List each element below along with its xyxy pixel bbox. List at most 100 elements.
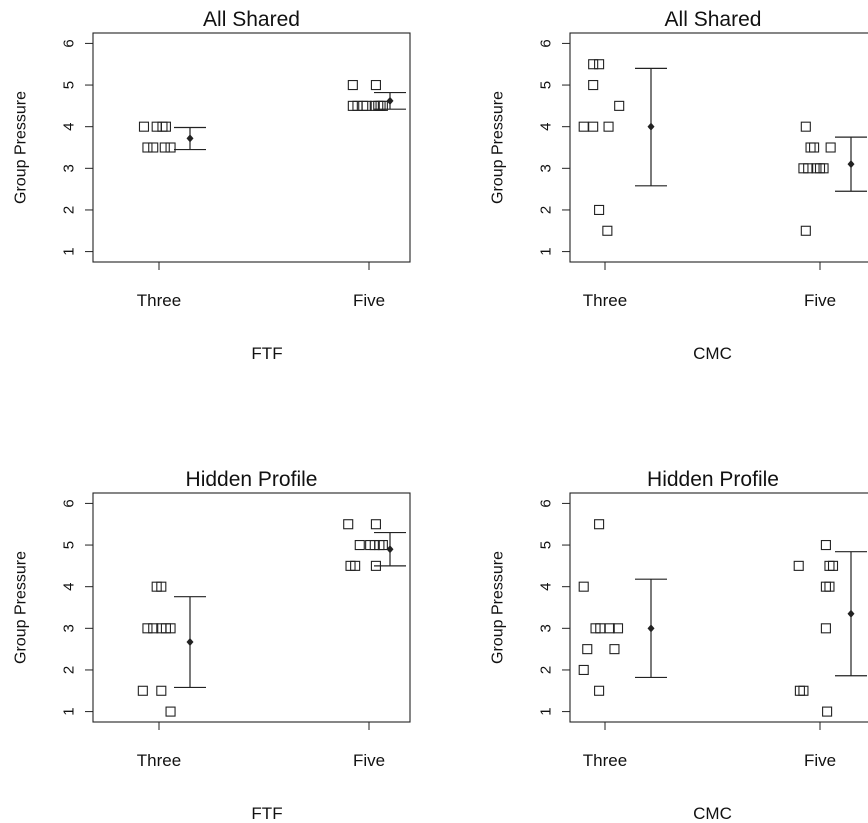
x-tick-label: Three — [583, 751, 627, 770]
mean-marker — [386, 96, 394, 105]
y-tick-label: 2 — [538, 206, 555, 214]
data-point — [354, 539, 365, 551]
data-point — [609, 644, 620, 655]
y-tick-label: 3 — [538, 164, 555, 172]
data-point — [818, 163, 829, 174]
data-point — [138, 121, 150, 132]
data-point — [803, 163, 814, 174]
x-axis-label: FTF — [251, 344, 282, 363]
data-point — [578, 581, 589, 592]
y-tick-label: 4 — [538, 123, 555, 131]
chart-panel-3: Hidden Profile 1 2 3 4 5 6 Group Pressure Three F… — [13, 468, 411, 823]
data-point — [594, 685, 605, 696]
chart-panel-2: All Shared 1 2 3 4 5 6 Group Pressure Three Five C… — [490, 8, 868, 363]
mean-marker — [847, 609, 855, 618]
y-tick-label: 4 — [538, 583, 555, 591]
data-point — [794, 685, 805, 696]
data-point — [594, 204, 605, 216]
data-point — [160, 121, 171, 132]
y-tick-label: 5 — [61, 81, 78, 89]
y-tick-label: 5 — [61, 541, 78, 549]
x-tick-label: Three — [137, 291, 181, 310]
plot-frame — [569, 492, 868, 723]
data-point — [588, 121, 599, 132]
y-axis-label: Group Pressure — [490, 551, 507, 664]
chart-title: Hidden Profile — [186, 468, 318, 491]
plot-frame — [569, 32, 868, 263]
data-point — [582, 644, 593, 655]
y-tick-label: 1 — [61, 247, 78, 255]
chart-title: All Shared — [665, 8, 762, 31]
y-tick-label: 6 — [538, 499, 555, 507]
x-tick-label: Five — [804, 291, 836, 310]
mean-marker — [647, 122, 655, 131]
y-axis-label: Group Pressure — [490, 91, 507, 204]
y-tick-label: 3 — [61, 624, 78, 632]
x-axis-label: CMC — [693, 344, 732, 363]
data-point — [377, 100, 388, 111]
y-tick-label: 2 — [538, 666, 555, 674]
data-point — [370, 79, 381, 91]
data-point — [602, 225, 613, 236]
data-point — [137, 685, 148, 696]
mean-marker — [186, 638, 194, 647]
data-point — [157, 121, 168, 132]
y-tick-label: 1 — [538, 707, 555, 715]
data-point — [827, 560, 839, 571]
data-point — [603, 121, 614, 132]
data-point — [811, 163, 822, 174]
y-tick-label: 4 — [61, 123, 78, 131]
data-point — [148, 623, 159, 634]
chart-title: Hidden Profile — [647, 468, 779, 491]
data-point — [142, 623, 153, 634]
x-axis-label: FTF — [251, 804, 282, 823]
data-point — [361, 100, 372, 111]
data-point — [588, 79, 599, 91]
x-tick-label: Three — [137, 751, 181, 770]
x-tick-label: Five — [804, 751, 836, 770]
data-point — [820, 539, 831, 551]
y-tick-label: 1 — [538, 247, 555, 255]
y-tick-label: 1 — [61, 707, 78, 715]
data-point — [148, 142, 159, 153]
data-point — [798, 685, 809, 696]
data-point — [824, 560, 835, 571]
y-tick-label: 6 — [61, 39, 78, 47]
data-point — [350, 560, 361, 571]
data-point — [820, 623, 831, 634]
data-point — [612, 623, 624, 634]
data-point — [800, 121, 811, 132]
data-point — [377, 539, 388, 551]
data-point — [825, 142, 836, 153]
mean-marker — [647, 624, 655, 633]
y-axis-label: Group Pressure — [13, 551, 30, 664]
plot-frame — [92, 492, 411, 723]
y-tick-label: 4 — [61, 583, 78, 591]
x-axis-label: CMC — [693, 804, 732, 823]
data-point — [824, 581, 835, 592]
data-point — [614, 100, 625, 111]
data-point — [159, 142, 170, 153]
data-point — [814, 163, 826, 174]
data-point — [822, 706, 833, 717]
x-tick-label: Five — [353, 291, 385, 310]
data-point — [578, 121, 589, 132]
data-point — [156, 685, 167, 696]
y-axis-label: Group Pressure — [13, 91, 30, 204]
chart-panel-1: All Shared 1 2 3 4 5 6 Group Pressure Three Five F… — [13, 8, 411, 363]
data-point — [142, 142, 153, 153]
data-point — [343, 519, 354, 530]
chart-title: All Shared — [203, 8, 300, 31]
mean-marker — [186, 134, 194, 143]
y-tick-label: 5 — [538, 541, 555, 549]
data-point — [793, 560, 804, 571]
y-tick-label: 2 — [61, 206, 78, 214]
mean-marker — [386, 545, 394, 554]
data-point — [820, 581, 831, 592]
data-point — [165, 623, 176, 634]
data-point — [800, 225, 811, 236]
data-point — [165, 142, 176, 153]
data-point — [370, 519, 381, 530]
y-tick-label: 3 — [538, 624, 555, 632]
